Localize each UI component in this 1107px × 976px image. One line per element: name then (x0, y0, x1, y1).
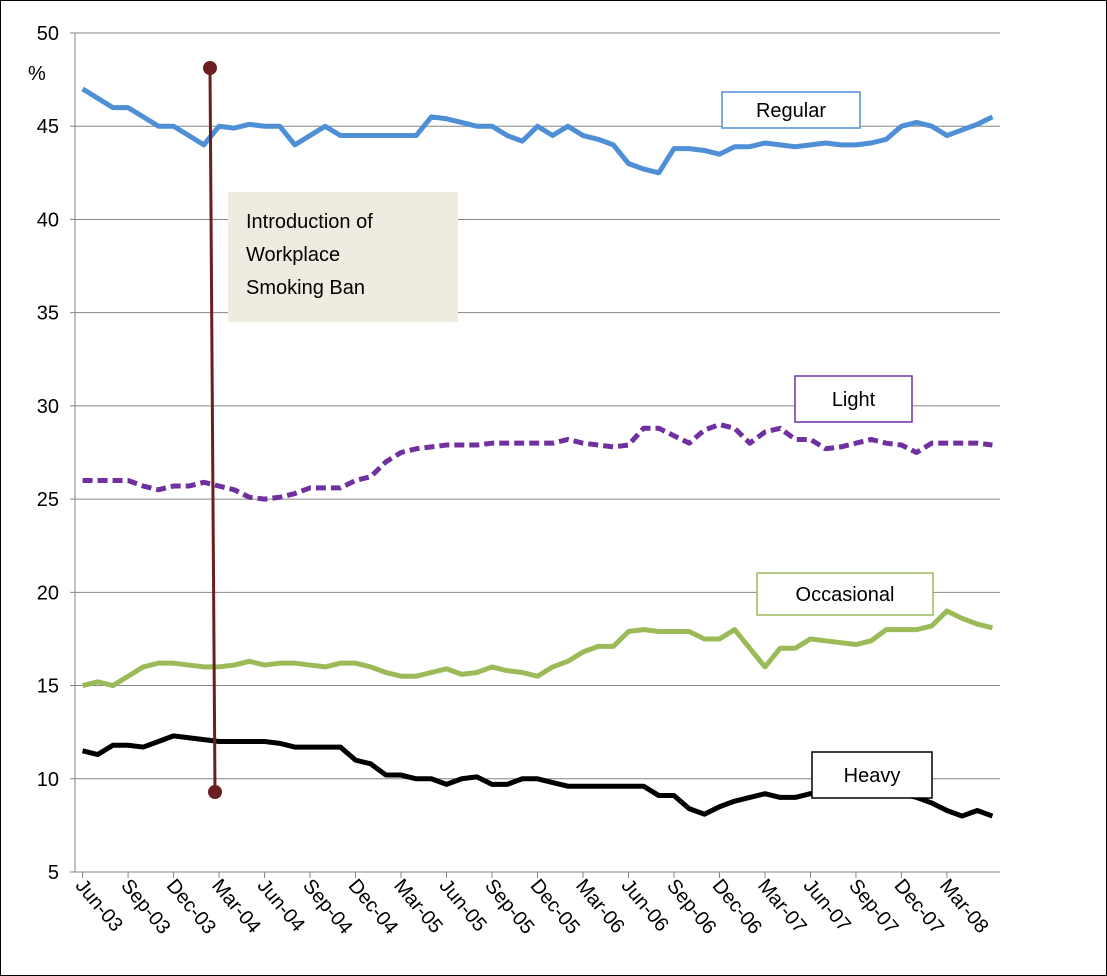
y-tick-label: 10 (37, 769, 59, 791)
series-label-box (794, 375, 913, 423)
annotation-box (228, 192, 458, 322)
series-label: Heavy (844, 765, 901, 787)
ban-line-end (208, 785, 222, 799)
ban-line (208, 67, 217, 793)
y-tick-label: 50 (37, 23, 59, 45)
y-tick-label: 45 (37, 116, 59, 138)
y-tick-label: 30 (37, 396, 59, 418)
series-line (81, 608, 994, 689)
ban-line-end (203, 61, 217, 75)
annotation-text: Introduction of (246, 211, 373, 233)
series-line (82, 422, 993, 502)
y-axis-label: % (28, 63, 46, 85)
annotation-text: Workplace (246, 244, 340, 266)
series-label: Regular (756, 100, 826, 122)
y-tick-label: 35 (37, 303, 59, 325)
series-label: Occasional (796, 584, 895, 606)
y-tick-label: 25 (37, 489, 59, 511)
series-label-box (756, 572, 934, 616)
y-tick-label: 15 (37, 676, 59, 698)
y-tick-label: 20 (37, 582, 59, 604)
series-line (81, 86, 994, 176)
series-label: Light (832, 389, 876, 411)
annotation-text: Smoking Ban (246, 277, 365, 299)
y-tick-label: 40 (37, 209, 59, 231)
series-label-box (811, 751, 933, 799)
series-label-box (721, 91, 861, 129)
y-tick-label: 5 (48, 862, 59, 884)
